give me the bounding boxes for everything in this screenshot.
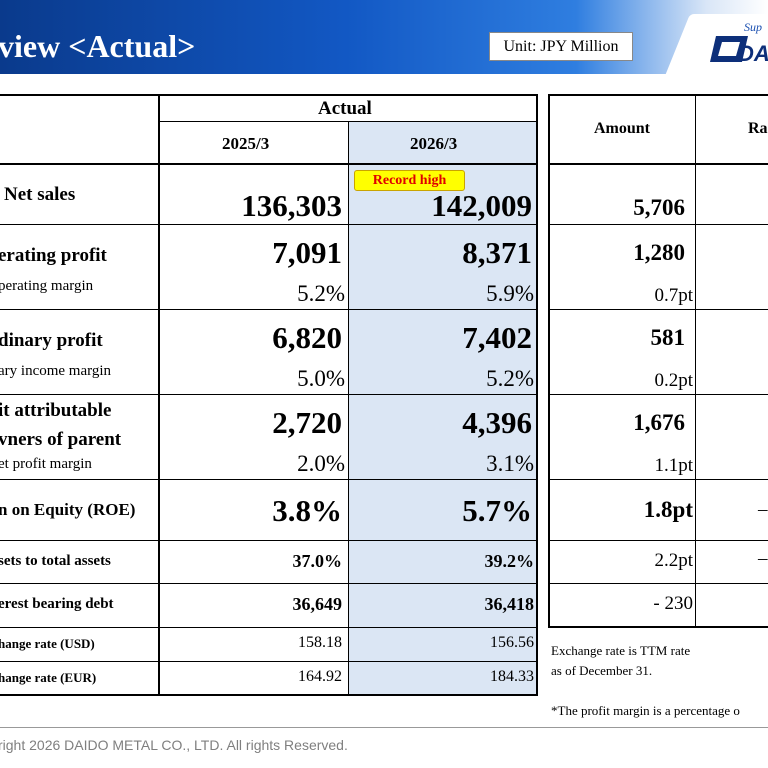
row-label-net-sales: Net sales — [4, 184, 76, 205]
roe-2025: 3.8% — [272, 493, 342, 528]
header-2025: 2025/3 — [222, 134, 270, 153]
table-divider — [0, 540, 538, 541]
header-actual: Actual — [318, 98, 372, 119]
table-divider — [0, 224, 538, 225]
diff-table-divider — [548, 583, 768, 584]
row-label-ordinary-profit: dinary profit — [0, 330, 103, 351]
equity-ratio-rate: – — [758, 548, 768, 569]
table-divider — [0, 163, 538, 165]
table-divider — [158, 94, 160, 696]
diff-table-border-bottom — [548, 626, 768, 628]
net-sales-2025: 136,303 — [241, 188, 342, 223]
record-high-badge: Record high — [354, 170, 465, 191]
table-divider — [0, 661, 538, 662]
row-label-equity-ratio: sets to total assets — [0, 553, 111, 569]
eur-rate-2025: 164.92 — [298, 668, 342, 685]
net-margin-2026: 3.1% — [486, 451, 534, 476]
diff-table-divider — [548, 163, 768, 165]
current-year-column-bg — [349, 122, 537, 695]
ordinary-profit-2025: 6,820 — [272, 320, 342, 355]
diff-table-divider — [548, 309, 768, 310]
equity-ratio-2025: 37.0% — [292, 551, 343, 571]
copyright-footer: right 2026 DAIDO METAL CO., LTD. All rig… — [0, 737, 348, 753]
debt-2026: 36,418 — [484, 594, 535, 614]
header-rate: Ra — [748, 120, 768, 137]
net-margin-2025: 2.0% — [297, 451, 345, 476]
unit-label: Unit: JPY Million — [489, 32, 633, 61]
row-sublabel-ordinary-margin: ary income margin — [0, 363, 112, 379]
row-label-operating-profit: erating profit — [0, 245, 107, 266]
company-logo-icon: DAI — [710, 36, 768, 66]
debt-amount: - 230 — [653, 593, 693, 614]
row-label-eur-rate: hange rate (EUR) — [0, 670, 97, 685]
header-2026: 2026/3 — [410, 134, 458, 153]
net-sales-2026: 142,009 — [431, 188, 532, 223]
operating-profit-2025: 7,091 — [272, 235, 342, 270]
table-divider — [0, 394, 538, 395]
row-label-usd-rate: hange rate (USD) — [0, 636, 95, 651]
eur-rate-2026: 184.33 — [490, 668, 534, 685]
row-label-interest-bearing-debt: erest bearing debt — [0, 596, 114, 612]
diff-table-border-left — [548, 94, 550, 628]
equity-ratio-amount: 2.2pt — [654, 550, 693, 571]
operating-profit-2026: 8,371 — [462, 235, 532, 270]
net-profit-2025: 2,720 — [272, 405, 342, 440]
logo-text: DAI — [738, 41, 768, 66]
diff-table-divider — [548, 540, 768, 541]
exchange-note-line1: Exchange rate is TTM rate — [551, 643, 691, 658]
operating-margin-2025: 5.2% — [297, 281, 345, 306]
diff-table-divider — [548, 224, 768, 225]
table-divider — [0, 627, 538, 628]
row-sublabel-net-margin: et profit margin — [0, 456, 92, 472]
equity-ratio-2026: 39.2% — [484, 551, 535, 571]
usd-rate-2026: 156.56 — [490, 634, 534, 651]
diff-table-divider — [695, 94, 696, 628]
ordinary-profit-amount: 581 — [650, 325, 686, 350]
row-label-roe: n on Equity (ROE) — [0, 500, 136, 519]
footer-divider — [0, 727, 768, 728]
table-divider — [0, 479, 538, 480]
table-border-top — [0, 94, 538, 96]
diff-table-border-top — [548, 94, 768, 96]
net-margin-amount: 1.1pt — [654, 455, 693, 476]
margin-note: *The profit margin is a percentage o — [551, 703, 740, 718]
roe-2026: 5.7% — [462, 493, 532, 528]
debt-2025: 36,649 — [292, 594, 343, 614]
row-label-owners-of-parent: vners of parent — [0, 429, 122, 450]
table-border-right — [536, 94, 538, 696]
header-bar — [0, 0, 768, 74]
row-sublabel-operating-margin: perating margin — [0, 278, 94, 294]
ordinary-margin-amount: 0.2pt — [654, 370, 693, 391]
table-divider — [0, 583, 538, 584]
page-title: view <Actual> — [0, 28, 196, 64]
table-border-bottom — [0, 694, 538, 696]
net-profit-amount: 1,676 — [633, 410, 685, 435]
roe-amount: 1.8pt — [643, 497, 693, 522]
exchange-note-line2: as of December 31. — [551, 663, 653, 678]
logo-tagline: Sup — [744, 20, 762, 34]
roe-rate: – — [758, 499, 768, 520]
usd-rate-2025: 158.18 — [298, 634, 342, 651]
table-divider — [0, 309, 538, 310]
ordinary-margin-2026: 5.2% — [486, 366, 534, 391]
row-label-profit-attributable: it attributable — [0, 400, 112, 421]
table-divider — [348, 121, 349, 696]
net-profit-2026: 4,396 — [462, 405, 532, 440]
operating-margin-amount: 0.7pt — [654, 285, 693, 306]
ordinary-profit-2026: 7,402 — [462, 320, 532, 355]
operating-margin-2026: 5.9% — [486, 281, 534, 306]
diff-table-divider — [548, 394, 768, 395]
header-amount: Amount — [594, 120, 651, 137]
net-sales-amount: 5,706 — [633, 195, 685, 220]
ordinary-margin-2025: 5.0% — [297, 366, 345, 391]
operating-profit-amount: 1,280 — [633, 240, 685, 265]
diff-table-divider — [548, 479, 768, 480]
